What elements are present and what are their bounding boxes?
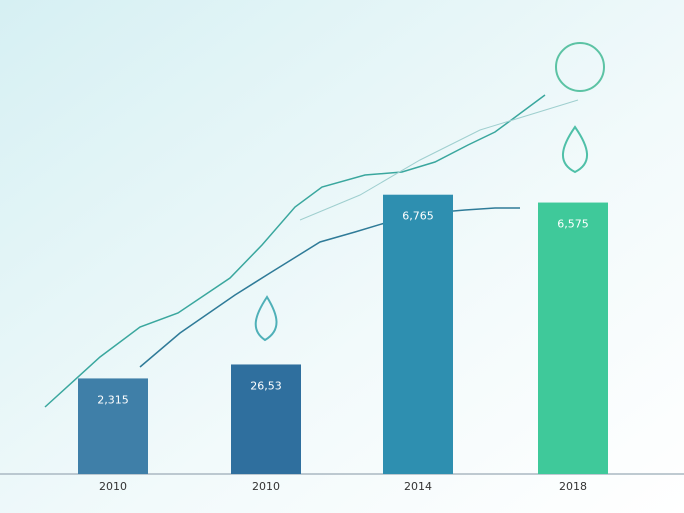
- icon: [555, 42, 605, 92]
- value-label: 6,765: [402, 210, 434, 223]
- x-tick-label: 2014: [404, 480, 432, 493]
- bar: [231, 364, 301, 474]
- x-tick-label: 2018: [559, 480, 587, 493]
- bar: [78, 378, 148, 474]
- value-label: 2,315: [97, 393, 129, 406]
- value-label: 6,575: [557, 218, 589, 231]
- bar: [538, 202, 608, 474]
- bar: [383, 194, 453, 474]
- icon: [562, 125, 588, 174]
- x-tick-label: 2010: [99, 480, 127, 493]
- trend-line: [44, 94, 546, 408]
- value-label: 26,53: [250, 379, 282, 392]
- trend-line: [299, 99, 579, 221]
- icon: [254, 295, 278, 342]
- trend-line: [139, 207, 520, 368]
- x-tick-label: 2010: [252, 480, 280, 493]
